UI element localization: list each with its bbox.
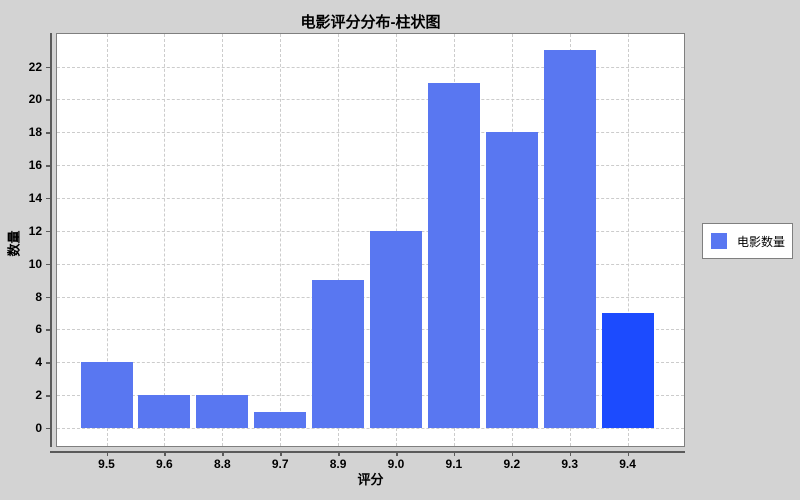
x-axis-line bbox=[50, 451, 685, 453]
x-tick-label: 8.8 bbox=[213, 457, 231, 471]
gridline-vertical bbox=[164, 34, 166, 446]
y-tick-mark bbox=[46, 296, 51, 298]
y-tick-mark bbox=[46, 165, 51, 167]
y-tick-label: 12 bbox=[28, 223, 42, 238]
x-tick-label: 9.7 bbox=[271, 457, 289, 471]
gridline-vertical bbox=[627, 34, 629, 446]
x-tick-mark bbox=[164, 452, 166, 456]
y-tick-label: 6 bbox=[35, 322, 42, 337]
gridline-vertical bbox=[280, 34, 282, 446]
y-tick-mark bbox=[46, 395, 51, 397]
gridline-vertical bbox=[222, 34, 224, 446]
gridline-vertical bbox=[338, 34, 340, 446]
x-tick-mark bbox=[106, 452, 108, 456]
y-tick-label: 22 bbox=[28, 59, 42, 74]
y-tick-mark bbox=[46, 362, 51, 364]
bar[interactable] bbox=[370, 230, 422, 428]
x-tick-label: 8.9 bbox=[329, 457, 347, 471]
x-tick-mark bbox=[222, 452, 224, 456]
y-tick-label: 14 bbox=[28, 190, 42, 205]
legend[interactable]: 电影数量 bbox=[702, 223, 793, 259]
y-tick-mark bbox=[46, 132, 51, 134]
x-tick-mark bbox=[627, 452, 630, 456]
y-tick-label: 20 bbox=[28, 92, 42, 107]
x-tick-label: 9.0 bbox=[387, 457, 405, 471]
x-tick-mark bbox=[453, 452, 456, 456]
x-tick-label: 9.3 bbox=[561, 457, 579, 471]
y-tick-label: 4 bbox=[35, 355, 42, 370]
x-tick-mark bbox=[280, 452, 282, 456]
gridline-vertical bbox=[106, 34, 108, 446]
x-tick-label: 9.6 bbox=[156, 457, 173, 471]
x-tick-label: 9.1 bbox=[445, 457, 463, 471]
y-tick-label: 16 bbox=[28, 158, 42, 173]
x-tick-mark bbox=[569, 452, 572, 456]
y-tick-mark bbox=[46, 66, 51, 68]
bar[interactable] bbox=[485, 132, 538, 428]
x-tick-mark bbox=[511, 452, 514, 456]
gridline-horizontal bbox=[57, 99, 684, 101]
y-tick-label: 0 bbox=[35, 420, 42, 435]
bar[interactable] bbox=[80, 362, 133, 428]
y-tick-mark bbox=[46, 197, 51, 200]
bar[interactable] bbox=[196, 395, 249, 428]
gridline-horizontal bbox=[57, 66, 684, 68]
bar[interactable] bbox=[543, 50, 596, 428]
y-tick-mark bbox=[46, 99, 51, 101]
gridline-horizontal bbox=[57, 132, 684, 134]
gridline-horizontal bbox=[57, 197, 684, 199]
chart-title: 电影评分分布-柱状图 bbox=[300, 14, 441, 31]
legend-swatch bbox=[711, 233, 727, 249]
x-tick-label: 9.5 bbox=[98, 457, 115, 471]
x-tick-label: 9.2 bbox=[503, 457, 521, 471]
x-tick-label: 9.4 bbox=[619, 457, 636, 471]
bar[interactable] bbox=[601, 312, 654, 428]
y-axis-line bbox=[50, 33, 52, 447]
bar[interactable] bbox=[138, 395, 191, 428]
x-tick-mark bbox=[396, 452, 398, 456]
gridline-horizontal bbox=[57, 165, 684, 167]
bar[interactable] bbox=[427, 82, 480, 428]
y-tick-mark bbox=[46, 329, 51, 331]
x-axis-title: 评分 bbox=[357, 472, 384, 487]
y-tick-label: 8 bbox=[35, 289, 42, 304]
bar[interactable] bbox=[312, 280, 365, 428]
bar[interactable] bbox=[254, 411, 307, 428]
legend-label: 电影数量 bbox=[737, 234, 786, 249]
y-tick-mark bbox=[46, 263, 51, 266]
y-tick-label: 2 bbox=[35, 388, 42, 403]
gridline-horizontal bbox=[57, 427, 684, 429]
y-tick-mark bbox=[46, 427, 51, 430]
y-tick-label: 18 bbox=[28, 125, 42, 140]
y-tick-label: 10 bbox=[28, 256, 42, 271]
x-tick-mark bbox=[338, 452, 340, 456]
y-tick-mark bbox=[46, 230, 51, 233]
